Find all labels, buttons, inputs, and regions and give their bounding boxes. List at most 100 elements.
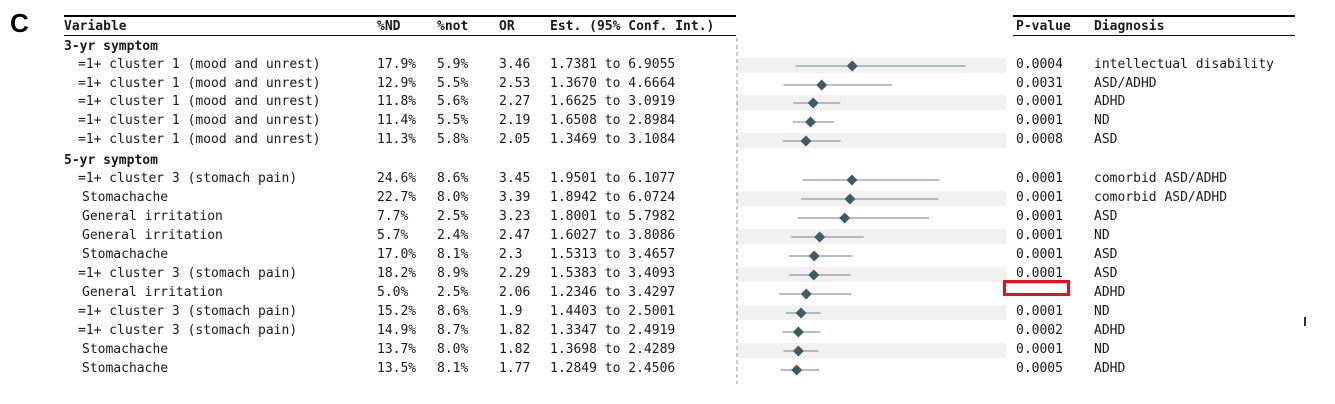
row-diagnosis: ASD: [1094, 266, 1118, 281]
row-not-pct: 8.6%: [437, 171, 469, 186]
header-top-rule-right: [1013, 15, 1295, 17]
row-nd-pct: 12.9%: [377, 76, 417, 91]
estimate-point: [808, 269, 820, 281]
header-bottom-rule-right: [1013, 35, 1295, 36]
estimate-point: [800, 135, 812, 147]
row-pvalue: 0.0001: [1016, 342, 1063, 357]
row-estimate: 1.3347 to 2.4919: [550, 323, 676, 338]
row-variable: General irritation: [82, 228, 223, 243]
row-not-pct: 8.6%: [437, 304, 469, 319]
row-not-pct: 8.9%: [437, 266, 469, 281]
row-nd-pct: 13.5%: [377, 361, 417, 376]
row-or: 2.05: [499, 132, 531, 147]
row-estimate: 1.6508 to 2.8984: [550, 113, 676, 128]
row-nd-pct: 7.7%: [377, 209, 409, 224]
row-or: 3.45: [499, 171, 531, 186]
row-variable: Stomachache: [82, 190, 169, 205]
row-nd-pct: 11.8%: [377, 94, 417, 109]
row-diagnosis: ADHD: [1094, 285, 1126, 300]
row-not-pct: 8.1%: [437, 361, 469, 376]
row-variable: =1+ cluster 3 (stomach pain): [78, 323, 298, 338]
row-pvalue: 0.0001: [1016, 190, 1063, 205]
row-pvalue: 0.0001: [1016, 266, 1063, 281]
row-not-pct: 2.4%: [437, 228, 469, 243]
row-estimate: 1.6027 to 3.8086: [550, 228, 676, 243]
row-band: [737, 95, 1006, 110]
row-estimate: 1.6625 to 3.0919: [550, 94, 676, 109]
estimate-point: [807, 97, 819, 109]
row-band: [737, 305, 1006, 320]
row-variable: Stomachache: [82, 361, 169, 376]
row-nd-pct: 5.0%: [377, 285, 409, 300]
group-label-3yr: 3-yr symptom: [64, 39, 158, 54]
row-diagnosis: ADHD: [1094, 94, 1126, 109]
header-variable: Variable: [64, 19, 127, 34]
row-pvalue: 0.0001: [1016, 304, 1063, 319]
row-diagnosis: comorbid ASD/ADHD: [1094, 190, 1228, 205]
row-variable: =1+ cluster 3 (stomach pain): [78, 266, 298, 281]
estimate-point: [846, 60, 858, 72]
row-pvalue: 0.0005: [1016, 361, 1063, 376]
row-diagnosis: ND: [1094, 342, 1110, 357]
row-diagnosis: ND: [1094, 304, 1110, 319]
row-not-pct: 8.1%: [437, 247, 469, 262]
estimate-point: [816, 79, 828, 91]
row-nd-pct: 13.7%: [377, 342, 417, 357]
row-or: 1.82: [499, 323, 531, 338]
row-not-pct: 5.5%: [437, 76, 469, 91]
row-estimate: 1.8001 to 5.7982: [550, 209, 676, 224]
header-nd: %ND: [377, 19, 401, 34]
row-estimate: 1.3469 to 3.1084: [550, 132, 676, 147]
header-top-rule: [64, 15, 736, 17]
row-estimate: 1.4403 to 2.5001: [550, 304, 676, 319]
header-estimate: Est. (95% Conf. Int.): [550, 19, 715, 34]
header-not: %not: [437, 19, 469, 34]
row-band: [737, 229, 1006, 244]
row-nd-pct: 18.2%: [377, 266, 417, 281]
estimate-point: [839, 212, 851, 224]
row-nd-pct: 17.9%: [377, 57, 417, 72]
row-not-pct: 5.8%: [437, 132, 469, 147]
row-band: [737, 343, 1006, 358]
estimate-point: [792, 326, 804, 338]
row-estimate: 1.8942 to 6.0724: [550, 190, 676, 205]
row-diagnosis: ADHD: [1094, 323, 1126, 338]
row-diagnosis: ASD: [1094, 247, 1118, 262]
row-not-pct: 5.5%: [437, 113, 469, 128]
header-diagnosis: Diagnosis: [1094, 19, 1165, 34]
row-or: 2.3: [499, 247, 523, 262]
row-estimate: 1.3698 to 2.4289: [550, 342, 676, 357]
row-or: 2.06: [499, 285, 531, 300]
group-label-5yr: 5-yr symptom: [64, 153, 158, 168]
row-variable: =1+ cluster 3 (stomach pain): [78, 171, 298, 186]
row-nd-pct: 24.6%: [377, 171, 417, 186]
row-variable: =1+ cluster 3 (stomach pain): [78, 304, 298, 319]
row-band: [737, 114, 1006, 129]
row-nd-pct: 22.7%: [377, 190, 417, 205]
row-or: 1.9: [499, 304, 523, 319]
row-not-pct: 2.5%: [437, 285, 469, 300]
row-diagnosis: ADHD: [1094, 361, 1126, 376]
row-band: [737, 248, 1006, 263]
row-or: 2.53: [499, 76, 531, 91]
estimate-point: [844, 193, 856, 205]
row-not-pct: 8.0%: [437, 190, 469, 205]
row-nd-pct: 11.3%: [377, 132, 417, 147]
row-or: 1.82: [499, 342, 531, 357]
forest-plot: [736, 38, 1006, 384]
row-variable: =1+ cluster 1 (mood and unrest): [78, 132, 321, 147]
row-variable: =1+ cluster 1 (mood and unrest): [78, 76, 321, 91]
row-diagnosis: ASD: [1094, 209, 1118, 224]
row-nd-pct: 5.7%: [377, 228, 409, 243]
row-or: 3.39: [499, 190, 531, 205]
row-or: 2.47: [499, 228, 531, 243]
highlight-box: [1003, 280, 1070, 296]
row-estimate: 1.3670 to 4.6664: [550, 76, 676, 91]
row-band: [737, 267, 1006, 282]
row-not-pct: 8.0%: [437, 342, 469, 357]
row-or: 3.23: [499, 209, 531, 224]
row-variable: Stomachache: [82, 247, 169, 262]
row-nd-pct: 17.0%: [377, 247, 417, 262]
row-pvalue: 0.0001: [1016, 209, 1063, 224]
row-diagnosis: ASD: [1094, 132, 1118, 147]
